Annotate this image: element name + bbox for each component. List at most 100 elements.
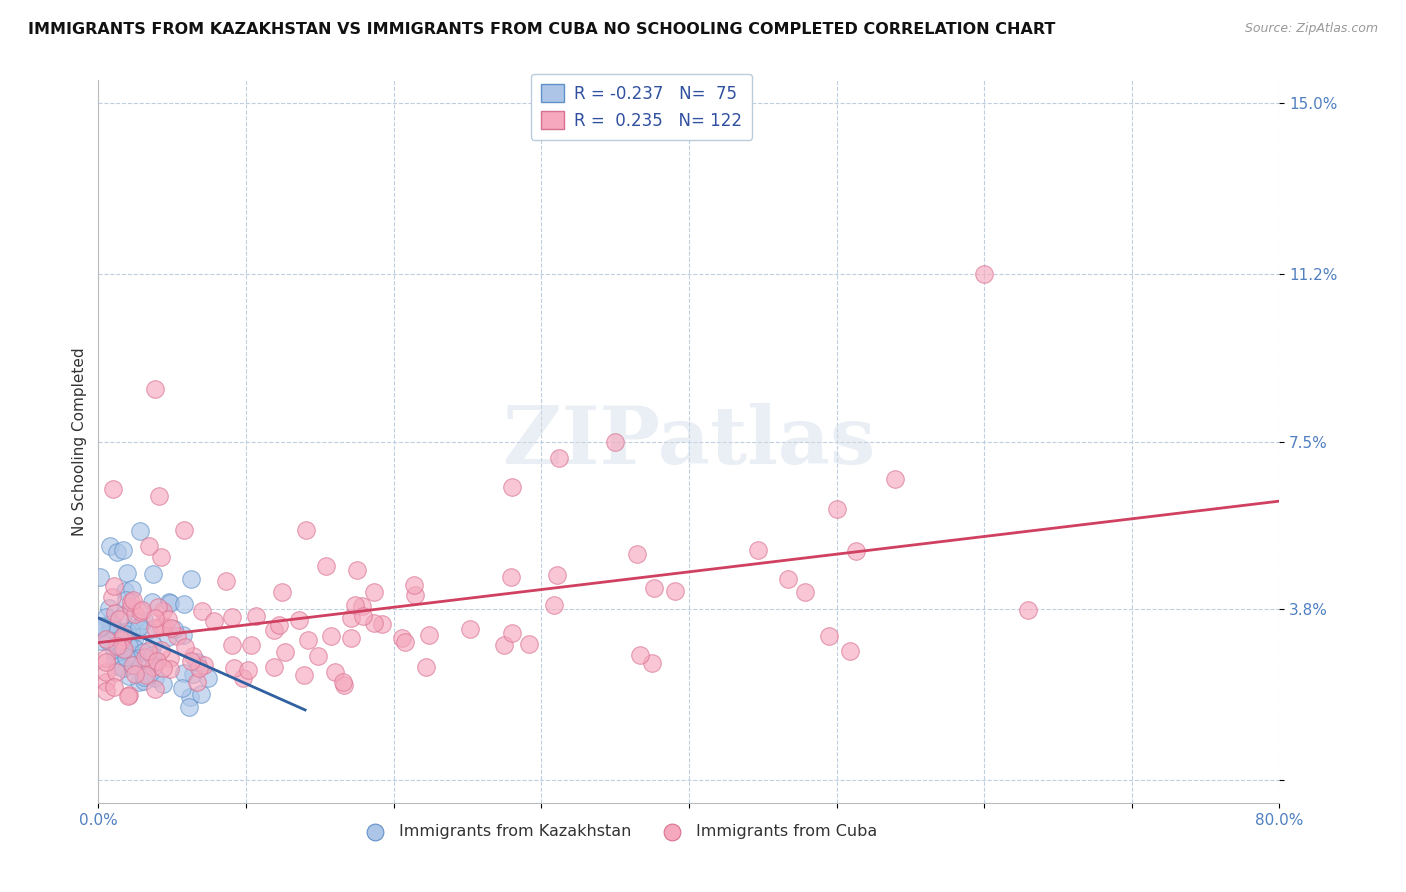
Point [128, 620, 150, 634]
Point [458, 622, 481, 636]
Point [173, 665, 195, 680]
Point [135, 667, 157, 681]
Point [104, 623, 127, 637]
Point [138, 539, 160, 553]
Point [202, 615, 225, 629]
Point [120, 652, 142, 666]
Legend: Immigrants from Kazakhstan, Immigrants from Cuba: Immigrants from Kazakhstan, Immigrants f… [353, 818, 883, 846]
Point [884, 472, 907, 486]
Point [121, 657, 143, 672]
Point [263, 660, 285, 674]
Point [112, 661, 135, 675]
Point [108, 639, 131, 653]
Point [103, 642, 125, 657]
Point [132, 613, 155, 627]
Point [605, 434, 627, 449]
Point [159, 662, 181, 676]
Point [118, 688, 141, 702]
Point [114, 592, 136, 607]
Point [128, 675, 150, 690]
Point [138, 668, 160, 682]
Point [143, 621, 166, 635]
Point [352, 608, 374, 623]
Point [124, 630, 146, 644]
Point [152, 661, 174, 675]
Point [501, 626, 523, 640]
Point [197, 671, 219, 685]
Point [157, 630, 180, 644]
Point [292, 668, 315, 682]
Point [163, 622, 186, 636]
Point [371, 616, 394, 631]
Point [152, 676, 174, 690]
Point [90, 619, 112, 633]
Point [142, 638, 165, 652]
Point [794, 584, 817, 599]
Point [332, 678, 354, 692]
Point [103, 680, 125, 694]
Point [626, 547, 648, 561]
Point [418, 628, 440, 642]
Point [115, 566, 138, 580]
Point [170, 681, 193, 695]
Point [190, 687, 212, 701]
Point [221, 639, 243, 653]
Point [121, 582, 143, 596]
Point [134, 673, 156, 688]
Point [156, 612, 179, 626]
Point [132, 645, 155, 659]
Point [104, 606, 127, 620]
Point [114, 584, 136, 599]
Point [97, 600, 120, 615]
Point [131, 603, 153, 617]
Point [181, 649, 204, 664]
Point [415, 660, 437, 674]
Point [114, 626, 136, 640]
Point [180, 654, 202, 668]
Point [105, 545, 128, 559]
Point [125, 648, 148, 662]
Point [404, 588, 426, 602]
Point [143, 611, 166, 625]
Point [308, 648, 330, 663]
Point [391, 631, 413, 645]
Point [295, 523, 318, 537]
Point [143, 671, 166, 685]
Point [107, 636, 129, 650]
Point [664, 583, 686, 598]
Point [89, 570, 111, 584]
Point [271, 584, 294, 599]
Point [166, 629, 188, 643]
Point [844, 543, 866, 558]
Point [1017, 603, 1039, 617]
Point [499, 570, 522, 584]
Point [134, 649, 156, 664]
Point [150, 619, 173, 633]
Point [107, 659, 129, 673]
Point [132, 670, 155, 684]
Point [117, 624, 139, 639]
Point [973, 268, 995, 282]
Point [332, 674, 354, 689]
Point [118, 650, 141, 665]
Point [159, 651, 181, 665]
Point [193, 657, 215, 672]
Point [776, 572, 799, 586]
Point [186, 675, 208, 690]
Point [120, 600, 142, 615]
Point [319, 629, 342, 643]
Point [174, 640, 197, 654]
Point [747, 543, 769, 558]
Point [100, 615, 122, 629]
Point [501, 480, 523, 494]
Point [240, 638, 263, 652]
Point [94, 684, 117, 698]
Point [89, 621, 111, 635]
Point [236, 663, 259, 677]
Point [297, 632, 319, 647]
Point [110, 632, 132, 647]
Point [186, 655, 208, 669]
Point [103, 579, 125, 593]
Point [142, 660, 165, 674]
Point [94, 632, 117, 646]
